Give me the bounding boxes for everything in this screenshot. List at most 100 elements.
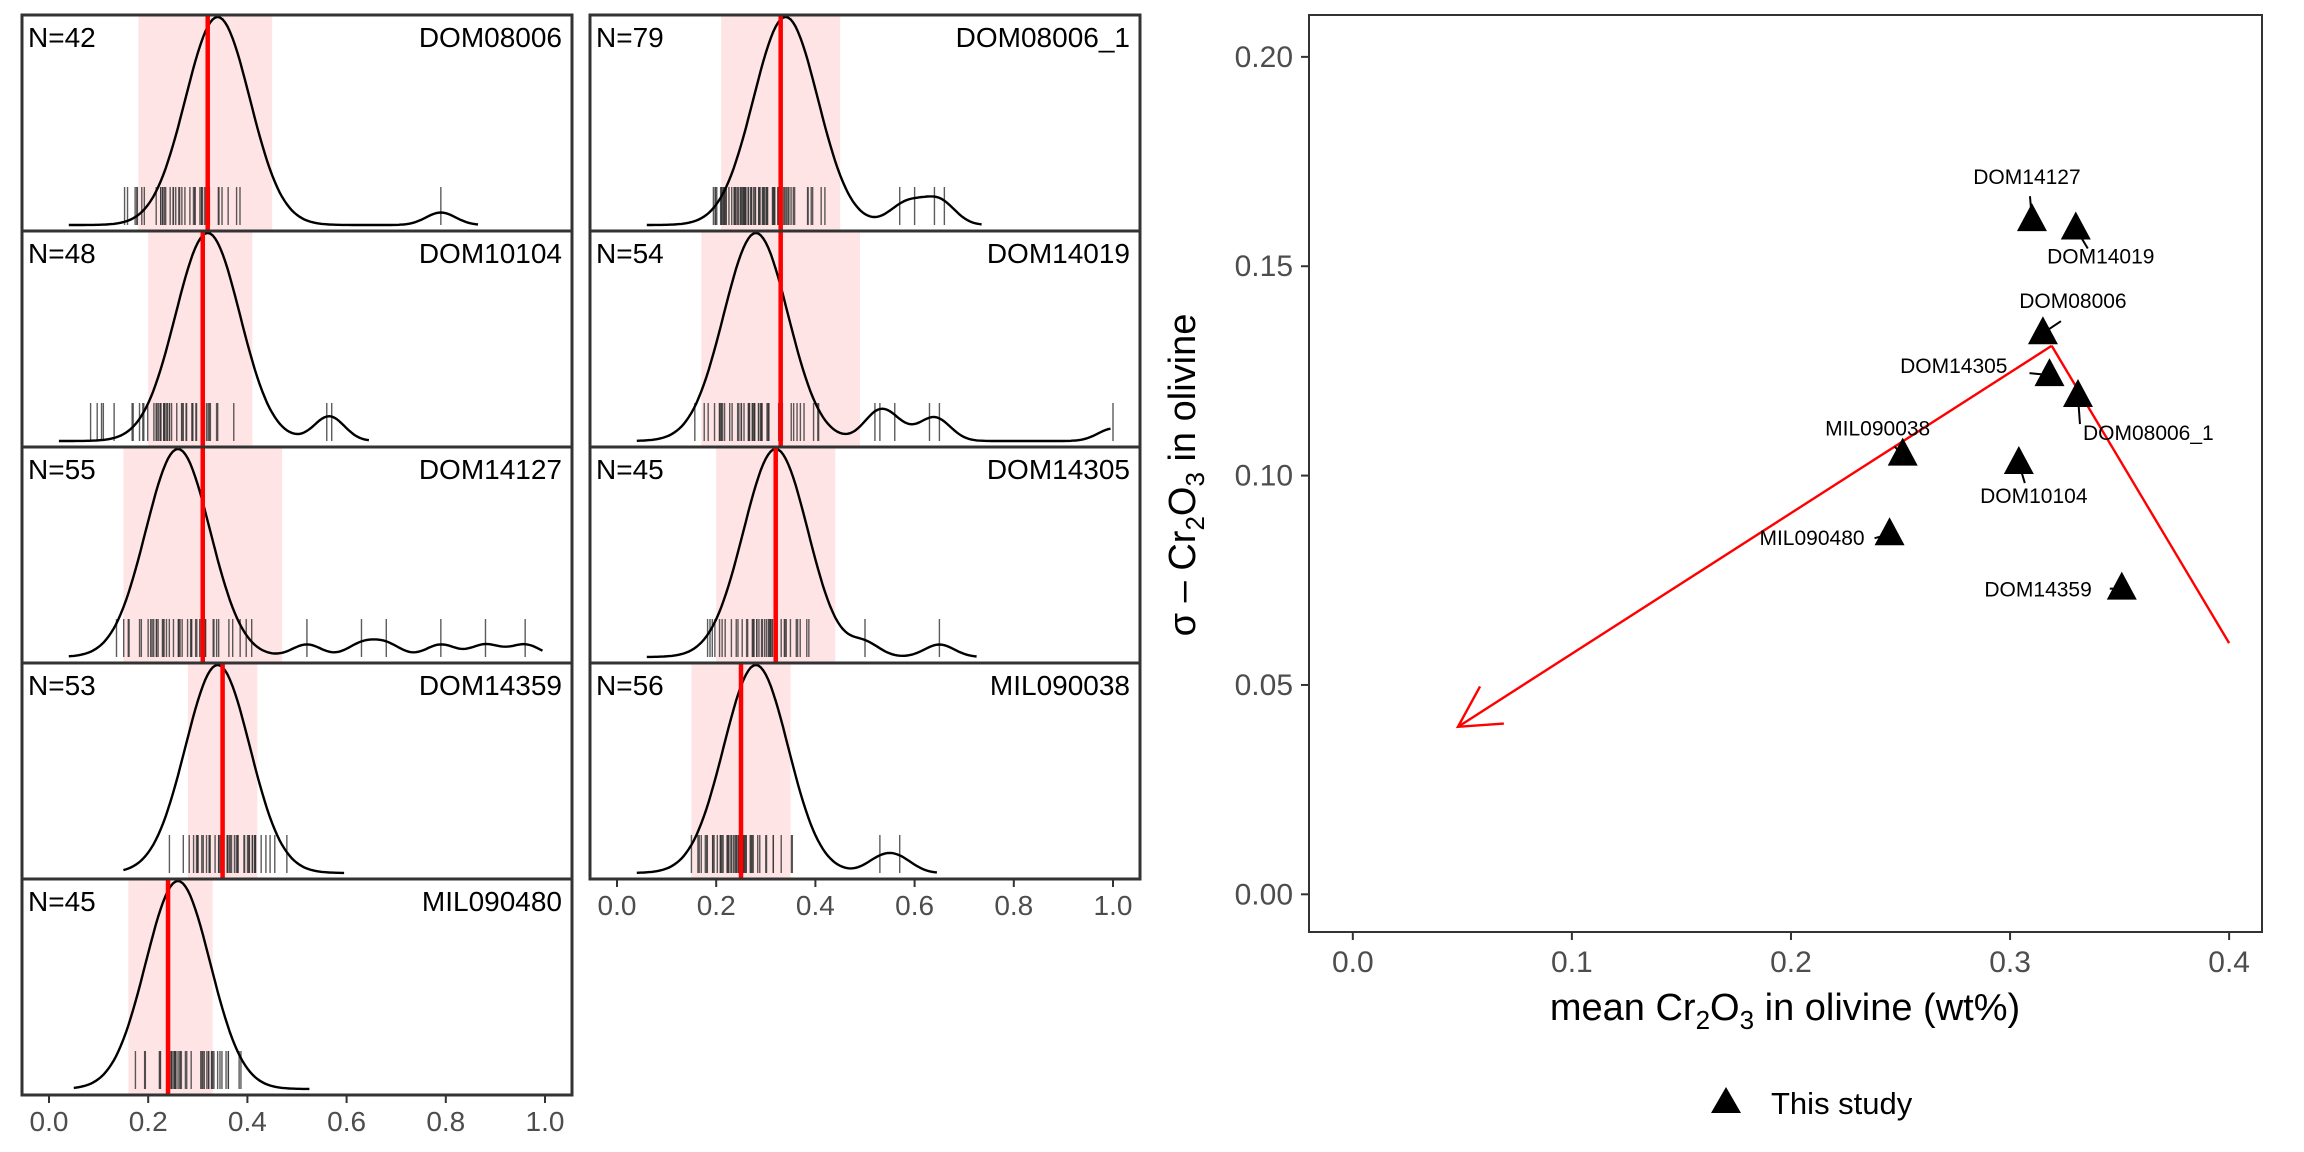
facet-n-label: N=48 <box>28 238 96 269</box>
density-x-axis: 0.0 0.2 0.4 0.6 0.8 1.0 <box>30 1095 565 1137</box>
x-tick-label: 0.0 <box>1332 946 1374 979</box>
label-leader-line <box>2042 320 2062 335</box>
x-tick-label: 0.0 <box>598 890 637 921</box>
density-curve <box>68 15 479 227</box>
facet-title: DOM14127 <box>419 454 562 485</box>
density-curve <box>646 447 977 659</box>
facet-background <box>590 15 1140 231</box>
facet-background <box>22 663 572 879</box>
y-tick-label: 0.20 <box>1235 41 1293 74</box>
x-tick-label: 0.2 <box>1770 946 1812 979</box>
point-dom14019 <box>2060 211 2091 240</box>
x-tick-label: 0.8 <box>426 1106 465 1137</box>
density-facet-dom10104: N=48 DOM10104 <box>20 229 574 449</box>
label-leader-line <box>2076 395 2081 425</box>
x-tick-label: 0.6 <box>327 1106 366 1137</box>
facet-title: DOM14019 <box>987 238 1130 269</box>
density-facet-grid: N=42 DOM08006 N=79 DOM08006_1N=48 DOM10104 N=… <box>20 13 1142 1137</box>
y-tick-label: 0.05 <box>1235 669 1293 702</box>
density-curve <box>123 663 345 875</box>
x-tick-label: 0.4 <box>796 890 835 921</box>
scatter-x-axis-title: mean Cr2O3 in olivine (wt%) <box>1550 987 2020 1035</box>
point-dom08006-1 <box>2062 379 2093 408</box>
point-label: DOM08006 <box>2019 290 2126 313</box>
facet-title: DOM10104 <box>419 238 562 269</box>
point-dom14359 <box>2106 571 2137 600</box>
facet-rug <box>706 619 941 657</box>
legend: This study <box>1711 1086 1913 1121</box>
label-leader-line <box>2029 372 2050 377</box>
scatter-y-axis-title: σ – Cr2O3 in olivine <box>1162 314 1210 637</box>
point-dom08006 <box>2027 316 2058 345</box>
density-curve <box>646 15 982 227</box>
x-tick-label: 0.8 <box>994 890 1033 921</box>
point-dom14305 <box>2034 358 2065 387</box>
facet-n-label: N=56 <box>596 670 664 701</box>
label-leader-line <box>2028 196 2033 221</box>
point-label: DOM08006_1 <box>2083 422 2214 445</box>
x-tick-label: 0.2 <box>129 1106 168 1137</box>
label-leader-line <box>1874 533 1890 540</box>
point-labels: DOM14127 DOM14019 DOM08006 DOM14305 DOM08006… <box>1759 166 2213 601</box>
facet-n-label: N=45 <box>28 886 96 917</box>
density-facet-dom14127: N=55 DOM14127 <box>20 445 574 665</box>
point-label: MIL090480 <box>1759 527 1864 550</box>
facet-background <box>590 663 1140 879</box>
x-tick-label: 0.6 <box>895 890 934 921</box>
scatter-plot: DOM14127 DOM14019 DOM08006 DOM14305 DOM08006… <box>1162 14 2263 1121</box>
x-tick-label: 0.4 <box>2208 946 2250 979</box>
point-dom10104 <box>2003 446 2034 475</box>
x-tick-label: 1.0 <box>526 1106 565 1137</box>
point-mil090480 <box>1874 517 1905 546</box>
density-facet-mil090038: N=56 MIL090038 <box>588 661 1142 881</box>
facet-n-label: N=45 <box>596 454 664 485</box>
facet-n-label: N=53 <box>28 670 96 701</box>
scatter-axes: 0.0 0.1 0.2 0.3 0.4 0.00 0.05 0.10 0.15 0.20 <box>1235 41 2250 979</box>
facet-n-label: N=54 <box>596 238 664 269</box>
x-tick-label: 0.3 <box>1989 946 2031 979</box>
density-facet-dom14359: N=53 DOM14359 <box>20 661 574 881</box>
density-facet-dom14305: N=45 DOM14305 <box>588 445 1142 665</box>
density-facet-mil090480: N=45 MIL090480 <box>20 877 574 1097</box>
y-tick-label: 0.10 <box>1235 460 1293 493</box>
label-leader-line <box>1894 445 1904 456</box>
label-leader-line <box>2017 462 2026 484</box>
point-label: DOM14127 <box>1973 166 2080 189</box>
scatter-plot-frame <box>1308 14 2263 933</box>
facet-rug <box>712 187 946 225</box>
density-curve <box>58 231 370 443</box>
density-facet-dom08006-1: N=79 DOM08006_1 <box>588 13 1142 233</box>
point-label: MIL090038 <box>1825 418 1930 441</box>
point-label: DOM14359 <box>1984 579 2091 602</box>
facet-title: DOM08006_1 <box>956 22 1130 53</box>
point-label: DOM14305 <box>1900 355 2007 378</box>
x-tick-label: 0.1 <box>1551 946 1593 979</box>
trend-arrowhead <box>1455 685 1504 729</box>
x-tick-label: 0.0 <box>30 1106 69 1137</box>
facet-n-label: N=55 <box>28 454 96 485</box>
x-tick-label: 1.0 <box>1094 890 1133 921</box>
trend-line <box>1457 344 2053 728</box>
facet-background <box>590 231 1140 447</box>
point-label: DOM10104 <box>1980 485 2088 508</box>
x-tick-label: 0.2 <box>697 890 736 921</box>
y-tick-label: 0.00 <box>1235 878 1293 911</box>
facet-background <box>22 15 572 231</box>
facet-title: MIL090038 <box>990 670 1130 701</box>
point-mil090038 <box>1887 437 1918 466</box>
y-tick-label: 0.15 <box>1235 250 1293 283</box>
legend-label: This study <box>1771 1086 1913 1121</box>
density-x-axis: 0.0 0.2 0.4 0.6 0.8 1.0 <box>598 879 1133 921</box>
facet-n-label: N=42 <box>28 22 96 53</box>
facet-title: DOM08006 <box>419 22 562 53</box>
density-curve <box>636 231 1111 443</box>
density-curve <box>73 879 310 1091</box>
facet-frame <box>20 877 574 1097</box>
density-curve <box>636 663 937 874</box>
facet-title: DOM14359 <box>419 670 562 701</box>
facet-title: DOM14305 <box>987 454 1130 485</box>
x-tick-label: 0.4 <box>228 1106 267 1137</box>
density-facet-dom08006: N=42 DOM08006 <box>20 13 574 233</box>
facet-title: MIL090480 <box>422 886 562 917</box>
